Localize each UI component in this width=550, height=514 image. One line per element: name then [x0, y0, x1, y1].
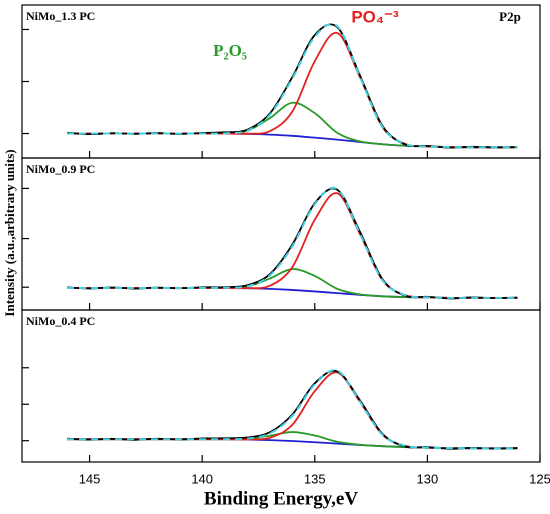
curve [67, 369, 518, 450]
curve [67, 369, 518, 450]
annotation: P₂O₅ [213, 41, 247, 60]
panel-frame [21, 309, 541, 463]
panel-label: NiMo_0.4 PC [26, 314, 95, 328]
x-tick-label: 130 [417, 471, 439, 486]
curve [67, 371, 518, 450]
curve [67, 187, 518, 300]
curve [67, 101, 518, 149]
curve [66, 23, 518, 149]
x-tick-label: 135 [304, 471, 326, 486]
annotation: PO₄⁻³ [351, 7, 399, 26]
x-tick-label: 125 [529, 471, 550, 486]
curve [67, 132, 518, 149]
panel-label: NiMo_0.9 PC [26, 162, 95, 176]
annotation: P2p [499, 9, 521, 24]
x-tick-label: 145 [79, 471, 101, 486]
y-axis-label: Intensity (a.u.,arbitrary units) [2, 149, 17, 316]
x-tick-label: 140 [191, 471, 213, 486]
x-axis-label: Binding Energy,eV [204, 488, 358, 509]
panel-label: NiMo_1.3 PC [26, 9, 95, 23]
curve [67, 268, 518, 299]
curve [67, 22, 518, 149]
curve [67, 32, 518, 149]
curve [67, 186, 518, 299]
